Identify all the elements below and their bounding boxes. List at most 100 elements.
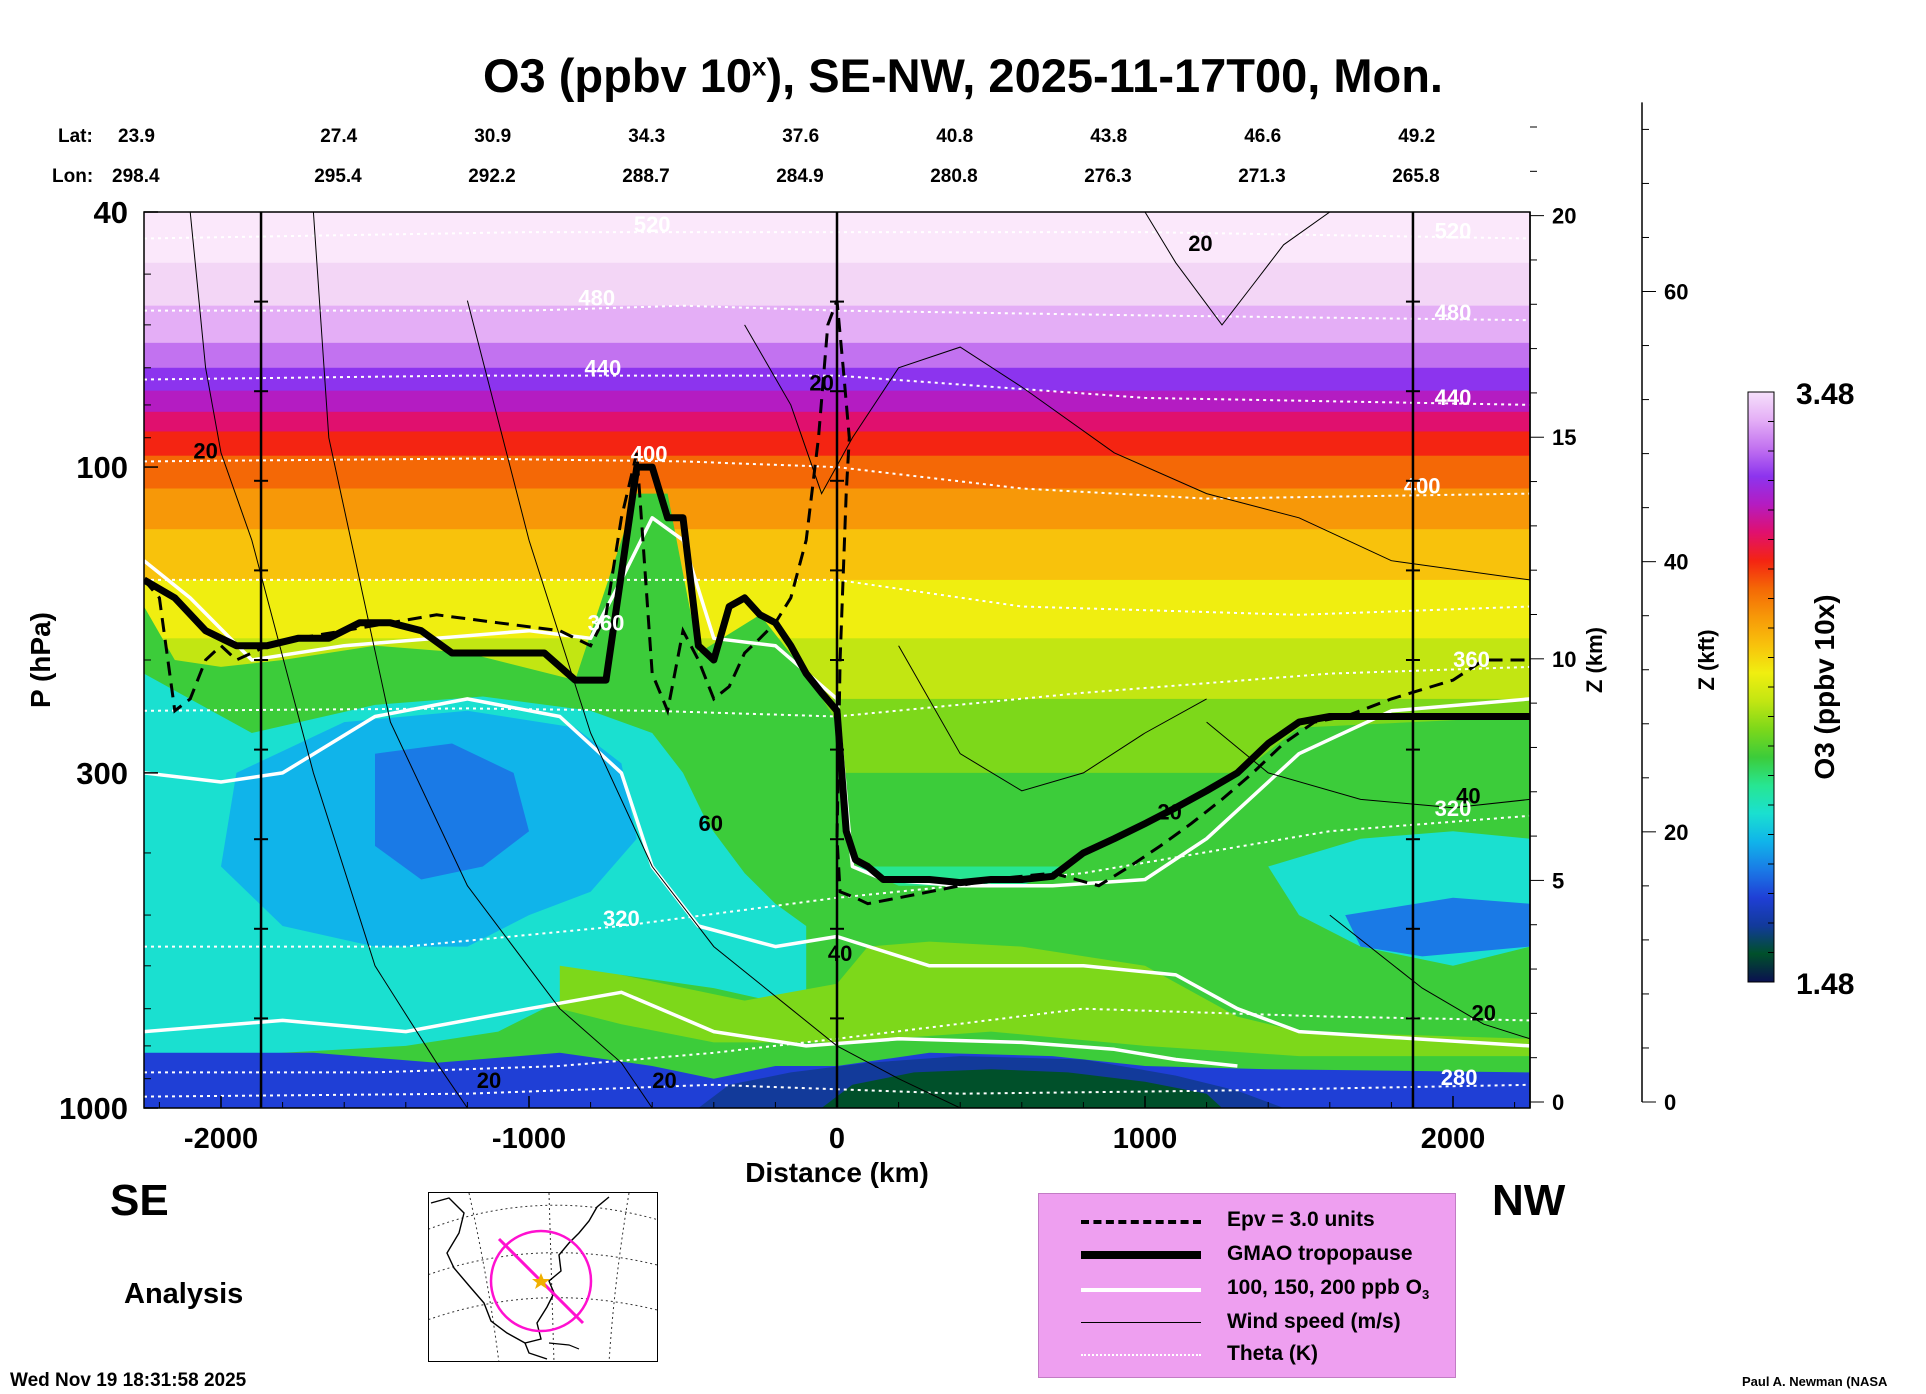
latitude-value: 43.8 — [1090, 126, 1128, 147]
theta-label: 440 — [1435, 385, 1472, 410]
longitude-value: 292.2 — [468, 166, 516, 187]
credit: Paul A. Newman (NASA — [1742, 1374, 1888, 1389]
wind-label: 20 — [477, 1068, 501, 1093]
longitude-value: 284.9 — [776, 166, 824, 187]
wind-label: 20 — [652, 1068, 676, 1093]
wind-speed-contour — [1144, 212, 1331, 326]
wind-label: 20 — [193, 439, 217, 464]
legend-item-wind: Wind speed (m/s) — [1039, 1308, 1455, 1338]
y-tick-label: 1000 — [59, 1091, 128, 1126]
wind-speed-contour — [898, 645, 1207, 792]
wind-label: 20 — [809, 371, 833, 396]
latitude-value: 27.4 — [320, 126, 358, 147]
wind-speed-contour — [189, 212, 468, 1108]
legend: Epv = 3.0 units GMAO tropopause 100, 150… — [1038, 1193, 1456, 1378]
x-tick-label: -1000 — [492, 1123, 566, 1155]
y-tick-label: 40 — [94, 195, 128, 230]
wind-label: 40 — [828, 941, 852, 966]
wind-speed-contour — [1329, 914, 1530, 1040]
wind-label: 40 — [1456, 784, 1480, 809]
longitude-value: 280.8 — [930, 166, 978, 187]
colorbar-label: O3 (ppbv 10x) — [1809, 594, 1840, 779]
theta-isentrope — [144, 1007, 1530, 1074]
z-kft-tick-label: 60 — [1664, 280, 1688, 305]
mid-troposphere-green — [559, 941, 1530, 1057]
northwest-blue-region — [1345, 897, 1530, 957]
theta-isentrope — [144, 578, 1530, 616]
locator-map — [428, 1192, 658, 1362]
analysis-label: Analysis — [124, 1278, 244, 1310]
latitude-value: 49.2 — [1398, 126, 1436, 147]
latitude-value: 40.8 — [936, 126, 974, 147]
x-tick-label: -2000 — [184, 1123, 258, 1155]
wind-label: 20 — [1188, 231, 1212, 256]
wind-speed-contour — [744, 324, 1530, 581]
z-km-tick-label: 10 — [1552, 647, 1576, 672]
legend-label: Wind speed (m/s) — [1227, 1310, 1401, 1333]
y-tick-label: 300 — [76, 756, 128, 791]
theta-isentrope — [144, 304, 1530, 322]
z-kft-tick-label: 40 — [1664, 550, 1688, 575]
legend-item-epv: Epv = 3.0 units — [1039, 1206, 1455, 1236]
x-tick-label: 2000 — [1421, 1123, 1486, 1155]
theta-label: 320 — [1435, 796, 1472, 821]
longitude-value: 276.3 — [1084, 166, 1132, 187]
theta-label: 480 — [1435, 300, 1472, 325]
z-km-tick-label: 20 — [1552, 204, 1576, 229]
wind-speed-contour — [1206, 721, 1530, 809]
x-tick-label: 0 — [829, 1123, 845, 1155]
theta-label: 360 — [588, 611, 625, 636]
globe-icon — [429, 1193, 657, 1361]
wind-label: 20 — [1472, 1000, 1496, 1025]
wind-speed-contour — [312, 212, 653, 1108]
legend-item-theta: Theta (K) — [1039, 1340, 1455, 1370]
legend-label: GMAO tropopause — [1227, 1242, 1413, 1265]
latitude-value: 46.6 — [1244, 126, 1282, 147]
theta-label: 520 — [634, 212, 671, 237]
lat-label: Lat: — [58, 126, 93, 147]
z-kft-axis-label: Z (kft) — [1694, 629, 1719, 690]
latitude-value: 30.9 — [474, 126, 512, 147]
theta-isentrope — [144, 374, 1530, 406]
legend-swatch — [1081, 1220, 1201, 1224]
direction-right: NW — [1492, 1176, 1566, 1225]
theta-label: 400 — [631, 441, 668, 466]
legend-swatch — [1081, 1354, 1201, 1356]
theta-label: 320 — [603, 906, 640, 931]
legend-swatch — [1081, 1322, 1201, 1323]
theta-label: 400 — [1404, 474, 1441, 499]
legend-item-ozone-contours: 100, 150, 200 ppb O3 — [1039, 1274, 1455, 1304]
colorbar-min-label: 1.48 — [1796, 968, 1854, 1001]
ozone-contour — [144, 516, 1530, 888]
colorbar-max-label: 3.48 — [1796, 378, 1854, 411]
latitude-value: 23.9 — [118, 126, 155, 147]
z-kft-tick-label: 20 — [1664, 820, 1688, 845]
x-tick-label: 1000 — [1113, 1123, 1178, 1155]
z-km-tick-label: 15 — [1552, 425, 1576, 450]
y-tick-label: 100 — [76, 450, 128, 485]
wind-label: 60 — [698, 811, 722, 836]
legend-label: Theta (K) — [1227, 1342, 1318, 1365]
z-km-tick-label: 0 — [1552, 1090, 1564, 1115]
ozone-contour — [144, 990, 1238, 1068]
theta-label: 360 — [1453, 647, 1490, 672]
legend-swatch — [1081, 1288, 1201, 1292]
latitude-value: 34.3 — [628, 126, 666, 147]
lon-label: Lon: — [52, 166, 94, 187]
longitude-value: 265.8 — [1392, 166, 1440, 187]
theta-label: 440 — [585, 356, 622, 381]
longitude-value: 298.4 — [112, 166, 160, 187]
legend-swatch — [1081, 1251, 1201, 1259]
legend-label: 100, 150, 200 ppb O3 — [1227, 1276, 1430, 1303]
wind-label: 20 — [1157, 800, 1181, 825]
longitude-value: 271.3 — [1238, 166, 1286, 187]
chart-title: O3 (ppbv 10x), SE-NW, 2025-11-17T00, Mon… — [483, 49, 1443, 102]
z-kft-tick-label: 0 — [1664, 1090, 1676, 1115]
very-low-ozone-region — [375, 743, 529, 880]
theta-label: 480 — [578, 286, 615, 311]
theta-label: 520 — [1435, 219, 1472, 244]
z-km-tick-label: 5 — [1552, 868, 1564, 893]
longitude-value: 288.7 — [622, 166, 670, 187]
longitude-value: 295.4 — [314, 166, 362, 187]
